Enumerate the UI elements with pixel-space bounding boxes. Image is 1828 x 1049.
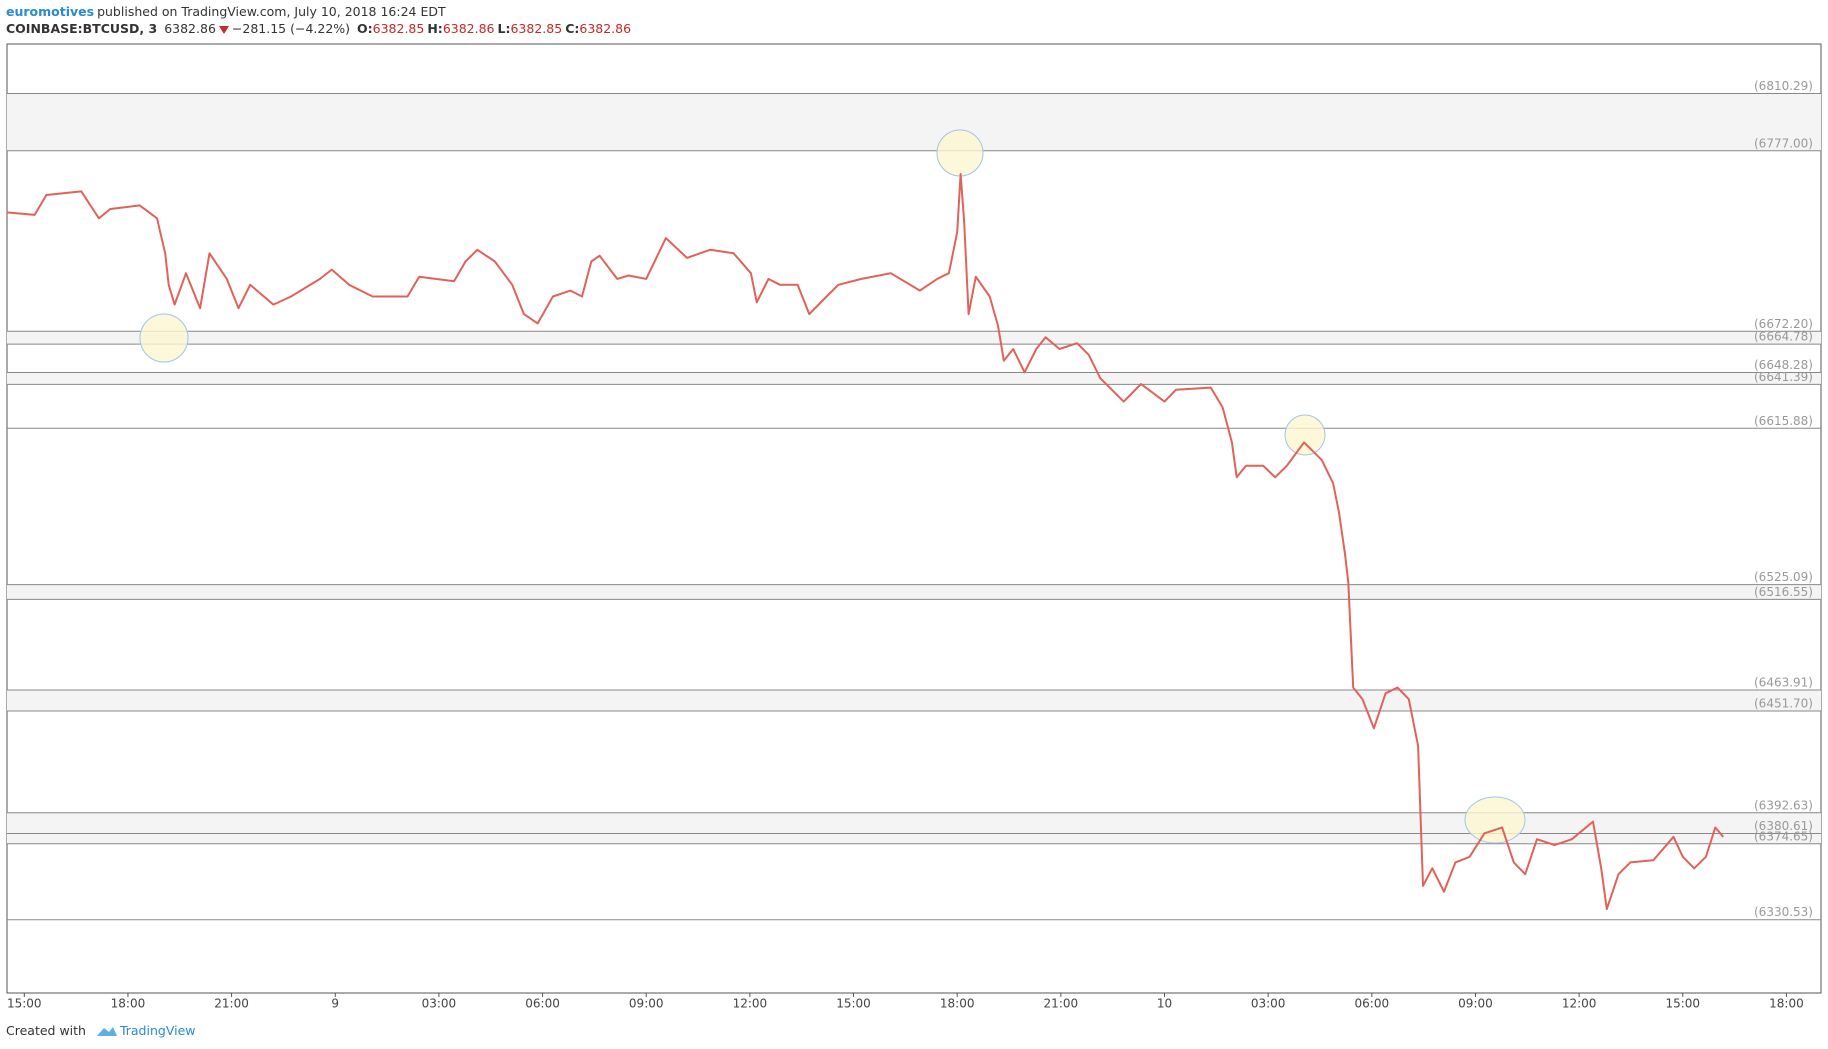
x-tick-label: 9 [331, 997, 339, 1011]
ohlc-label: H: [427, 21, 443, 36]
level-label: (6615.88) [1754, 414, 1813, 428]
price-line [6, 173, 1724, 911]
x-tick-label: 18:00 [940, 997, 975, 1011]
x-tick-label: 21:00 [214, 997, 249, 1011]
level-label: (6392.63) [1754, 798, 1813, 812]
level-zone [7, 584, 1821, 600]
level-label: (6641.39) [1754, 370, 1813, 384]
x-tick-label: 09:00 [629, 997, 664, 1011]
highlight-circle [1464, 796, 1526, 844]
x-tick-label: 09:00 [1458, 997, 1493, 1011]
x-tick-label: 03:00 [1251, 997, 1286, 1011]
ohlc-label: L: [497, 21, 511, 36]
ohlc: O:6382.85 H:6382.86 L:6382.85 C:6382.86 [357, 21, 634, 36]
level-zone [7, 690, 1821, 712]
ohlc-value: 6382.85 [372, 21, 425, 36]
level-label: (6516.55) [1754, 585, 1813, 599]
x-tick-label: 03:00 [422, 997, 457, 1011]
level-zone [7, 812, 1821, 844]
level-label: (6810.29) [1754, 79, 1813, 93]
x-tick-label: 10 [1157, 997, 1172, 1011]
level-label: (6330.53) [1754, 905, 1813, 919]
level-label: (6777.00) [1754, 136, 1813, 150]
ohlc-label: C: [565, 21, 580, 36]
x-tick-label: 18:00 [111, 997, 146, 1011]
highlight-circle [1284, 414, 1326, 456]
level-label: (6463.91) [1754, 676, 1813, 690]
x-tick-label: 12:00 [1562, 997, 1597, 1011]
level-zone [7, 331, 1821, 345]
x-tick-label: 06:00 [1355, 997, 1390, 1011]
level-label: (6374.65) [1754, 829, 1813, 843]
publish-line: euromotives published on TradingView.com,… [6, 4, 449, 19]
price: 6382.86 [164, 21, 216, 36]
level-label: (6672.20) [1754, 317, 1813, 331]
x-tick-label: 15:00 [836, 997, 871, 1011]
ohlc-value: 6382.86 [579, 21, 632, 36]
created: Created with [6, 1023, 86, 1038]
x-tick-label: 15:00 [1665, 997, 1700, 1011]
level-label: (6451.70) [1754, 697, 1813, 711]
highlight-circle [139, 313, 189, 363]
footer: Created with TradingView [6, 1023, 195, 1038]
x-tick-label: 15:00 [7, 997, 42, 1011]
brand[interactable]: TradingView [119, 1023, 196, 1038]
chart: (6810.29) (6777.00) (6672.20)(6664.78) (664… [6, 43, 1822, 1011]
down-arrow [218, 26, 229, 34]
level-zone [7, 372, 1821, 385]
symbol-line: COINBASE:BTCUSD, 3 6382.86 −281.15 (−4.22… [6, 21, 637, 36]
symbol: COINBASE:BTCUSD, 3 [6, 21, 158, 36]
ohlc-label: O: [357, 21, 373, 36]
x-tick-label: 21:00 [1044, 997, 1079, 1011]
x-tick-label: 12:00 [733, 997, 768, 1011]
level-label: (6380.61) [1754, 819, 1813, 833]
author[interactable]: euromotives [6, 4, 95, 19]
published: published on TradingView.com, July 10, 2… [97, 4, 446, 19]
ohlc-value: 6382.85 [510, 21, 563, 36]
change: −281.15 (−4.22%) [231, 21, 351, 36]
level-label: (6664.78) [1754, 330, 1813, 344]
level-zone [7, 93, 1821, 151]
x-tick-label: 18:00 [1769, 997, 1804, 1011]
x-tick-label: 06:00 [525, 997, 560, 1011]
highlight-circle [936, 129, 984, 177]
level-label: (6525.09) [1754, 570, 1813, 584]
plot-frame [6, 43, 1822, 994]
tv-logo [96, 1027, 117, 1036]
ohlc-value: 6382.86 [442, 21, 495, 36]
level-label: (6648.28) [1754, 358, 1813, 372]
